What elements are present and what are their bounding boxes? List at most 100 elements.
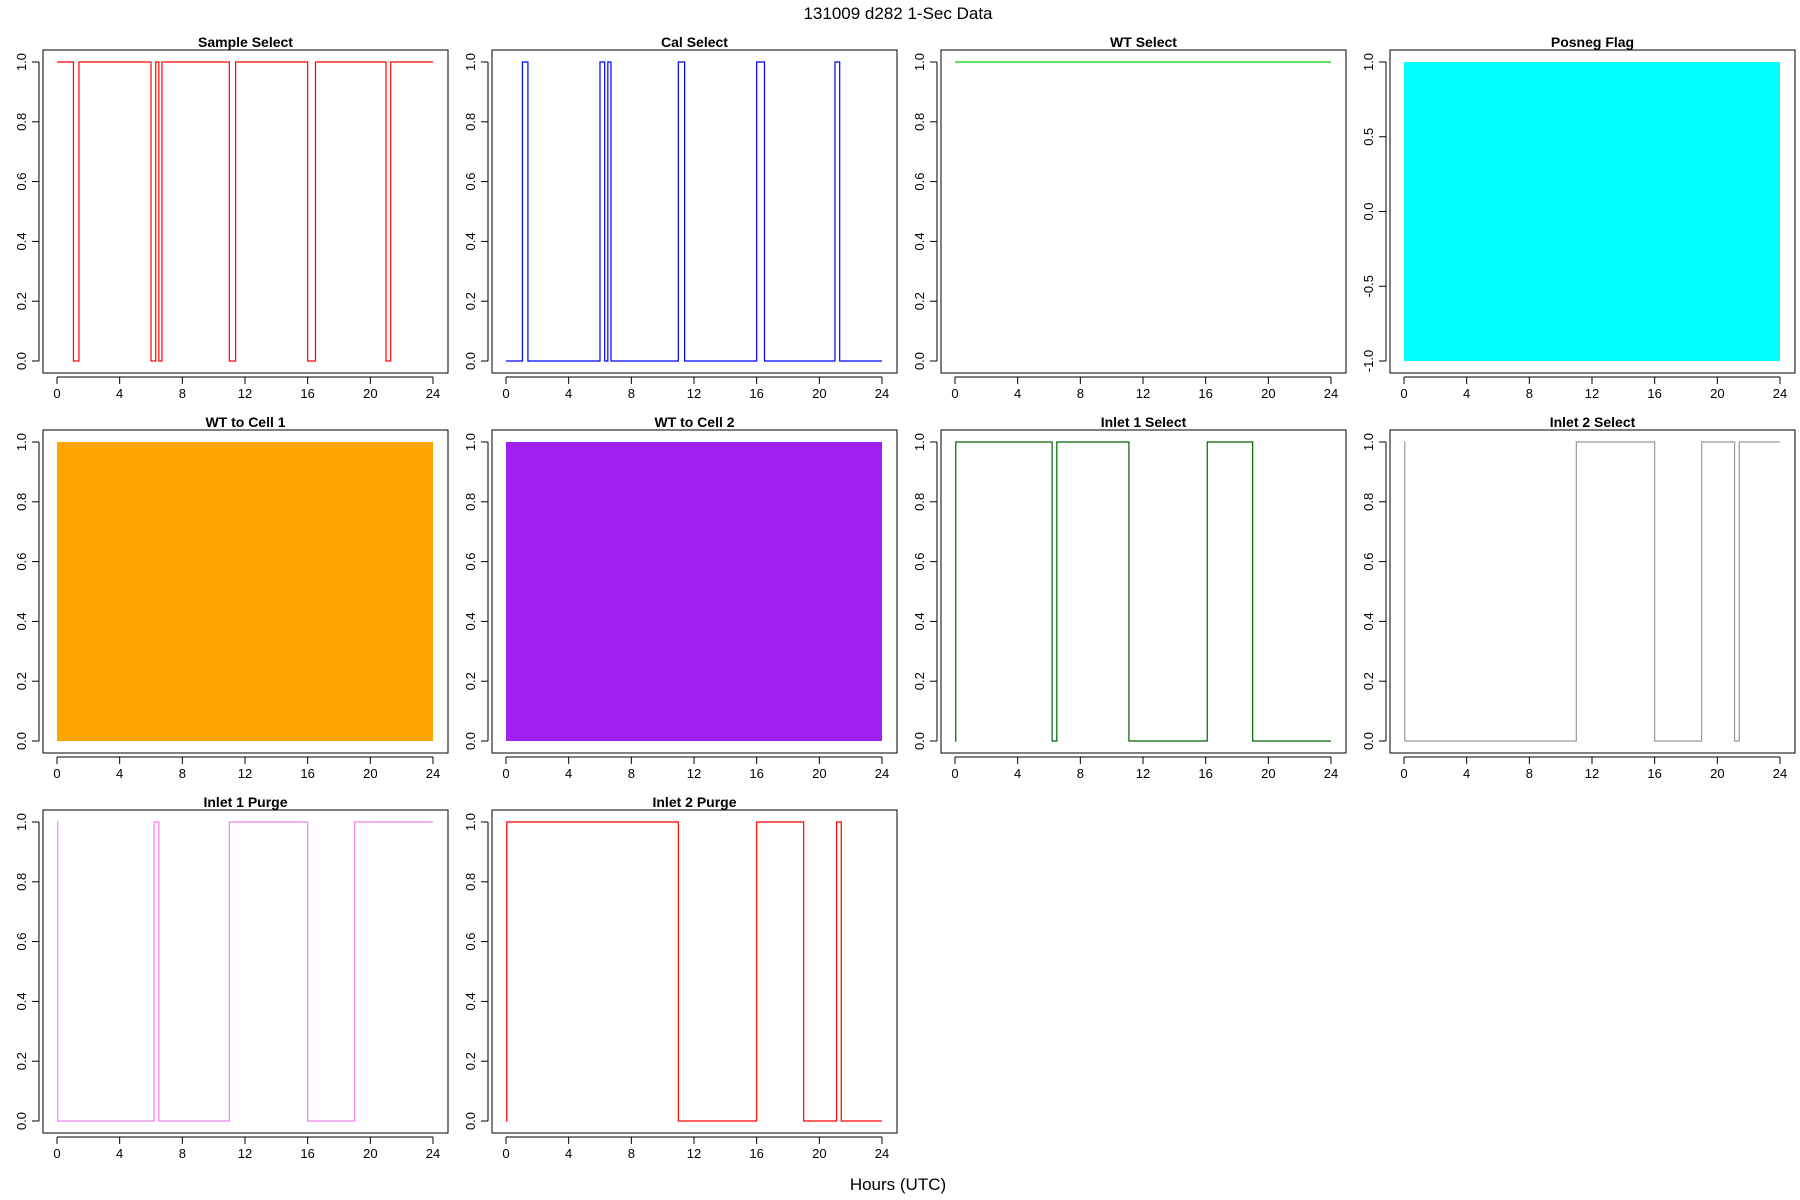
x-tick-label: 8: [1526, 766, 1533, 781]
y-tick-label: 0.0: [463, 1112, 478, 1130]
plot-box: [42, 809, 449, 1134]
x-tick-label: 24: [1773, 766, 1787, 781]
y-tick-label: 0.4: [463, 992, 478, 1010]
x-tick-label: 0: [502, 386, 509, 401]
x-tick-label: 20: [812, 1146, 826, 1161]
x-tick-label: 16: [749, 1146, 763, 1161]
x-tick-label: 20: [1261, 766, 1275, 781]
x-tick-label: 16: [749, 766, 763, 781]
series-line: [57, 821, 433, 1122]
x-tick-label: 20: [1710, 766, 1724, 781]
plot-box: [42, 429, 449, 754]
plot-box: [491, 429, 898, 754]
plot-box: [1389, 49, 1796, 374]
y-tick-label: 0.4: [14, 232, 29, 250]
y-tick-label: 1.0: [912, 53, 927, 71]
y-tick-label: 0.2: [912, 672, 927, 690]
chart-panel: Inlet 1 Select 0 4 8 12 16 20 24 0.0 0.2 0.4 0.6 0.8…: [912, 414, 1347, 781]
y-tick-label: 0.2: [1361, 672, 1376, 690]
y-tick-label: 0.4: [463, 612, 478, 630]
y-tick-label: 0.4: [463, 232, 478, 250]
y-tick-label: 1.0: [463, 813, 478, 831]
y-tick-label: 0.2: [463, 672, 478, 690]
panel-title: Cal Select: [661, 34, 728, 50]
x-tick-label: 8: [179, 1146, 186, 1161]
x-tick-label: 8: [179, 386, 186, 401]
x-tick-label: 12: [238, 1146, 252, 1161]
x-axis-label: Hours (UTC): [850, 1175, 946, 1194]
x-tick-label: 20: [363, 766, 377, 781]
y-tick-label: 0.2: [14, 1052, 29, 1070]
x-tick-label: 16: [1647, 386, 1661, 401]
chart-panel: WT Select 0 4 8 12 16 20 24 0.0 0.2 0.4 0.6 0.8 1.0: [912, 34, 1347, 401]
panel-title: Sample Select: [198, 34, 293, 50]
y-tick-label: 0.8: [14, 873, 29, 891]
plot-box: [1389, 429, 1796, 754]
figure-title: 131009 d282 1-Sec Data: [803, 4, 993, 23]
x-tick-label: 16: [1198, 386, 1212, 401]
x-tick-label: 0: [53, 766, 60, 781]
y-tick-label: 0.8: [912, 493, 927, 511]
x-tick-label: 20: [812, 386, 826, 401]
x-tick-label: 0: [1400, 386, 1407, 401]
y-tick-label: 0.8: [1361, 493, 1376, 511]
x-tick-label: 24: [426, 386, 440, 401]
x-tick-label: 0: [1400, 766, 1407, 781]
y-tick-label: 0.8: [14, 113, 29, 131]
panel-title: Inlet 2 Purge: [652, 794, 736, 810]
y-tick-label: 0.0: [14, 732, 29, 750]
panel-title: Inlet 1 Purge: [203, 794, 287, 810]
chart-panel: WT to Cell 2 0 4 8 12 16 20 24 0.0 0.2 0.4 0.6 0.8 1.…: [463, 414, 898, 781]
x-tick-label: 20: [363, 1146, 377, 1161]
x-tick-label: 24: [875, 1146, 889, 1161]
x-tick-label: 4: [565, 766, 572, 781]
y-tick-label: 1.0: [463, 433, 478, 451]
x-tick-label: 4: [565, 1146, 572, 1161]
y-tick-label: 1.0: [912, 433, 927, 451]
x-tick-label: 16: [1198, 766, 1212, 781]
panel-grid: Sample Select 0 4 8 12 16 20 24 0.0 0.2 0.4 0.6 0.8 1…: [14, 34, 1796, 1161]
x-tick-label: 8: [1077, 386, 1084, 401]
x-tick-label: 4: [1014, 386, 1021, 401]
plot-box: [940, 429, 1347, 754]
y-tick-label: 0.2: [912, 292, 927, 310]
series-line: [1404, 441, 1780, 742]
y-tick-label: 0.6: [463, 933, 478, 951]
y-tick-label: 0.8: [14, 493, 29, 511]
x-tick-label: 24: [1773, 386, 1787, 401]
x-tick-label: 8: [628, 1146, 635, 1161]
panel-title: Inlet 1 Select: [1101, 414, 1187, 430]
y-tick-label: 0.2: [14, 672, 29, 690]
series-line: [506, 61, 882, 362]
y-tick-label: 1.0: [14, 433, 29, 451]
panel-title: WT to Cell 1: [205, 414, 285, 430]
x-tick-label: 4: [1463, 766, 1470, 781]
y-tick-label: 0.6: [14, 933, 29, 951]
x-tick-label: 12: [1136, 766, 1150, 781]
x-tick-label: 4: [1014, 766, 1021, 781]
x-tick-label: 0: [951, 386, 958, 401]
y-tick-label: 0.4: [912, 612, 927, 630]
x-tick-label: 4: [116, 1146, 123, 1161]
plot-box: [940, 49, 1347, 374]
x-tick-label: 16: [300, 1146, 314, 1161]
x-tick-label: 8: [628, 766, 635, 781]
x-tick-label: 16: [300, 766, 314, 781]
y-tick-label: 0.6: [1361, 553, 1376, 571]
series-line: [57, 61, 433, 362]
y-tick-label: 0.8: [912, 113, 927, 131]
x-tick-label: 12: [238, 386, 252, 401]
x-tick-label: 20: [1710, 386, 1724, 401]
y-tick-label: -1.0: [1361, 350, 1376, 372]
chart-panel: Sample Select 0 4 8 12 16 20 24 0.0 0.2 0.4 0.6 0.8 1…: [14, 34, 449, 401]
x-tick-label: 4: [565, 386, 572, 401]
y-tick-label: 0.0: [14, 1112, 29, 1130]
plot-box: [491, 49, 898, 374]
x-tick-label: 0: [502, 1146, 509, 1161]
x-tick-label: 4: [116, 766, 123, 781]
panel-title: WT to Cell 2: [654, 414, 734, 430]
y-tick-label: 0.0: [1361, 202, 1376, 220]
y-tick-label: 0.4: [912, 232, 927, 250]
x-tick-label: 24: [426, 766, 440, 781]
